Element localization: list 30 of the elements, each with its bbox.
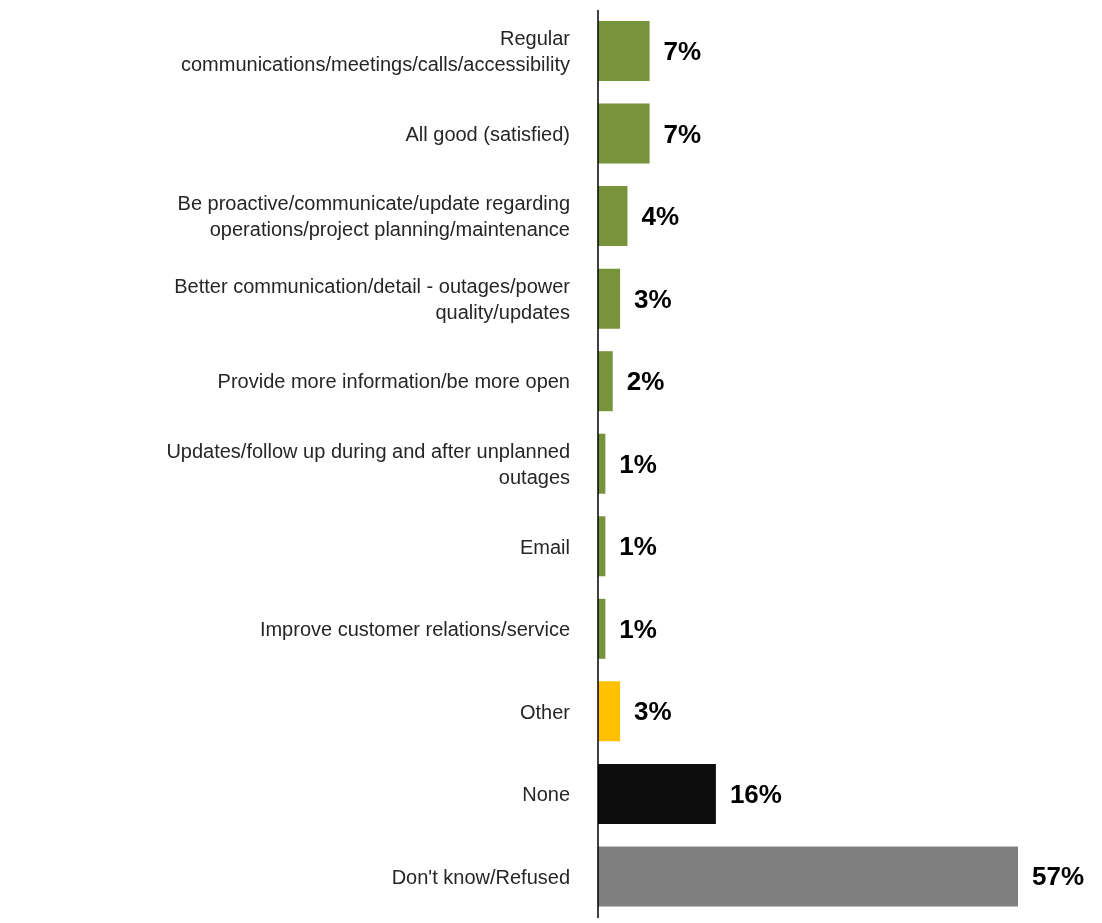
data-label: 16% — [729, 778, 782, 809]
data-label: 7% — [663, 36, 702, 66]
bar — [598, 186, 628, 247]
bar — [598, 21, 650, 81]
y-tick-label: Updates/follow up during and after unplanned outages — [166, 440, 570, 488]
data-label: 1% — [619, 613, 657, 644]
data-label: 1% — [619, 531, 657, 562]
data-label: 7% — [663, 118, 702, 149]
data-label: 2% — [626, 366, 665, 397]
bar — [598, 351, 613, 412]
y-tick-label: Be proactive/communicate/update regarding operations/project planning/maintenance — [177, 192, 570, 241]
y-tick-label: Don't know/Refused — [391, 865, 570, 888]
y-tick-label: Provide more information/be more open — [217, 370, 570, 393]
y-tick-label: All good (satisfied) — [405, 122, 570, 145]
y-tick-label: None — [522, 783, 570, 806]
bar — [598, 681, 621, 742]
data-label: 3% — [634, 696, 672, 727]
data-label: 57% — [1032, 861, 1085, 892]
y-tick-label: Better communication/detail - outages/power quality/updates — [174, 274, 571, 323]
data-label: 3% — [634, 283, 672, 314]
bar — [598, 763, 716, 824]
bar — [598, 846, 1018, 907]
y-tick-label: Regular communications/meetings/calls/accessibility — [180, 27, 571, 76]
y-tick-label: Other — [519, 700, 571, 723]
data-label: 1% — [619, 448, 657, 479]
bar — [598, 268, 621, 329]
data-label: 4% — [641, 201, 680, 232]
y-tick-label: Improve customer relations/service — [259, 618, 570, 641]
bar — [598, 103, 650, 164]
y-tick-label: Email — [519, 535, 570, 558]
